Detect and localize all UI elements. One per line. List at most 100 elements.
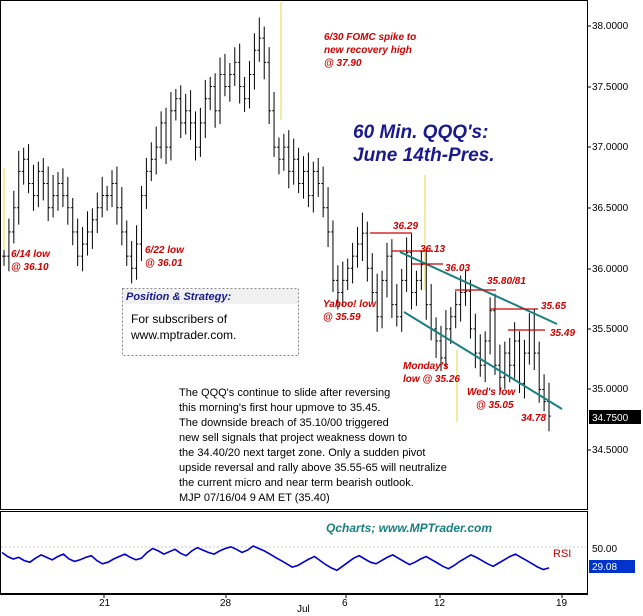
- price-bar: [144, 158, 149, 209]
- price-bar: [70, 198, 75, 246]
- price-panel-frame: [0, 0, 588, 510]
- lower-channel-line: [403, 311, 563, 410]
- price-bar: [321, 166, 325, 218]
- x-axis: 21 28 Jul 6 12 19: [0, 594, 588, 615]
- level-label: 36.03: [445, 263, 470, 274]
- rsi-panel-frame: [0, 511, 588, 594]
- rsi-value-box: [589, 560, 635, 573]
- price-bar: [124, 220, 129, 266]
- price-bar: [527, 313, 532, 365]
- price-bar: [301, 156, 306, 199]
- commentary-line: new sell signals that project weakness d…: [179, 432, 407, 444]
- price-bar: [95, 192, 100, 234]
- level-label: 36.29: [393, 221, 418, 232]
- price-bar: [291, 138, 296, 185]
- annotation-line: 6/22 low: [145, 245, 185, 256]
- level-label: 35.49: [550, 328, 575, 339]
- price-bar: [286, 130, 291, 189]
- price-bar: [257, 17, 262, 62]
- price-bar: [390, 239, 394, 318]
- price-bar: [203, 79, 208, 139]
- price-bar: [311, 161, 316, 213]
- rsi-label: RSI: [553, 548, 571, 560]
- price-bar: [193, 111, 198, 161]
- price-bar: [7, 218, 11, 272]
- price-bar: [26, 144, 31, 194]
- y-tick-label: 34.5000: [592, 445, 629, 456]
- price-bar: [90, 208, 95, 249]
- annotation-line: 6/14 low: [11, 249, 51, 260]
- price-bar: [252, 33, 257, 90]
- price-bar: [350, 242, 355, 284]
- weds-low-annotation: Wed's low @ 35.05: [467, 387, 518, 411]
- x-tick-label: 28: [220, 598, 232, 609]
- position-strategy-box: Position & Strategy: For subscribers of …: [122, 288, 299, 356]
- price-bar: [547, 382, 551, 432]
- low-614-annotation: 6/14 low @ 36.10: [11, 249, 53, 273]
- level-label: 35.65: [541, 301, 566, 312]
- price-bar: [159, 111, 163, 159]
- price-bar: [139, 185, 144, 262]
- y-tick-label: 36.0000: [592, 264, 629, 275]
- price-bar: [429, 284, 433, 341]
- price-bar: [385, 242, 389, 298]
- low-622-annotation: 6/22 low @ 36.01: [145, 245, 187, 269]
- price-bar: [129, 241, 134, 284]
- price-bar: [223, 53, 227, 97]
- price-bar: [493, 293, 497, 375]
- annotation-line: @ 37.90: [324, 58, 362, 69]
- commentary-line: The downside breach of 35.10/00 triggere…: [179, 417, 389, 429]
- rsi-tick-label: 50.00: [592, 544, 617, 555]
- y-tick-label: 35.5000: [592, 324, 629, 335]
- price-bar: [503, 341, 507, 389]
- price-bar: [365, 221, 370, 282]
- price-bar: [277, 137, 281, 175]
- position-box-header: [123, 289, 298, 304]
- price-bars: [2, 17, 551, 432]
- price-bar: [267, 47, 271, 125]
- price-bar: [61, 168, 65, 208]
- y-tick-label: 37.0000: [592, 142, 629, 153]
- price-bar: [340, 261, 345, 306]
- last-price-label: 34.7500: [592, 413, 629, 424]
- price-bar: [463, 270, 468, 306]
- price-bar: [409, 233, 414, 310]
- price-bar: [247, 61, 252, 109]
- price-bar: [16, 150, 21, 225]
- price-bar: [120, 187, 124, 246]
- level-label: 35.80/81: [487, 276, 526, 287]
- price-bar: [134, 225, 139, 280]
- y-tick-label: 35.0000: [592, 384, 629, 395]
- price-bar: [414, 270, 419, 306]
- price-bar: [115, 166, 119, 225]
- price-bar: [262, 26, 267, 80]
- x-tick-label: Jul: [297, 604, 310, 615]
- price-bar: [12, 190, 16, 244]
- price-bar: [507, 337, 512, 383]
- price-bar: [149, 142, 154, 182]
- annotation-line: @ 35.59: [323, 312, 361, 323]
- price-bar: [345, 258, 350, 291]
- price-bar: [458, 275, 463, 322]
- price-bar: [51, 175, 55, 218]
- price-bar: [164, 107, 168, 165]
- price-bar: [100, 176, 104, 218]
- price-bar: [154, 126, 159, 175]
- x-tick-label: 6: [342, 598, 348, 609]
- commentary: The QQQ's continue to slide after revers…: [179, 387, 450, 504]
- annotation-line: low @ 35.26: [403, 374, 460, 385]
- price-bar: [355, 227, 360, 268]
- price-bar: [449, 307, 453, 344]
- commentary-line: the current micro and near term bearish …: [179, 477, 414, 489]
- price-axis-area: [588, 0, 643, 594]
- price-bar: [36, 161, 41, 208]
- price-bar: [360, 212, 365, 262]
- fomc-annotation: 6/30 FOMC spike to new recovery high @ 3…: [324, 32, 419, 69]
- price-bar: [306, 152, 311, 208]
- x-tick-label: 19: [556, 598, 568, 609]
- price-bar: [105, 185, 109, 211]
- price-bar: [498, 344, 502, 393]
- commentary-line: The QQQ's continue to slide after revers…: [179, 387, 390, 399]
- level-label: 36.13: [420, 244, 445, 255]
